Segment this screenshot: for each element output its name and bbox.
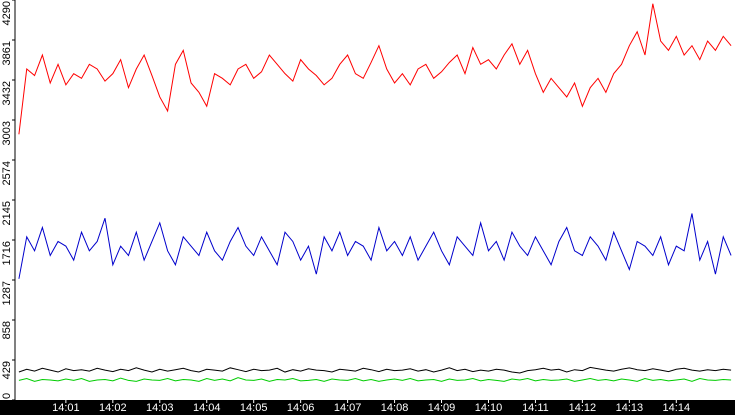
y-tick-label: 0 — [1, 393, 13, 399]
y-tick-label: 2145 — [1, 201, 13, 225]
y-tick-label: 4290 — [1, 1, 13, 25]
x-tick-label: 14:14 — [663, 402, 691, 414]
y-tick-label: 3003 — [1, 121, 13, 145]
x-tick-label: 14:03 — [146, 402, 174, 414]
x-tick-label: 14:07 — [334, 402, 362, 414]
series-line — [18, 366, 732, 374]
x-tick-label: 14:06 — [287, 402, 315, 414]
x-tick-label: 14:11 — [522, 402, 549, 414]
x-tick-label: 14:10 — [475, 402, 503, 414]
x-tick-label: 14:01 — [52, 402, 80, 414]
x-tick-label: 14:12 — [569, 402, 597, 414]
x-tick-label: 14:13 — [616, 402, 644, 414]
y-tick-label: 3432 — [1, 81, 13, 105]
y-tick-label: 3861 — [1, 41, 13, 65]
series-line — [18, 3, 732, 135]
x-tick-label: 14:04 — [193, 402, 221, 414]
y-tick-label: 858 — [1, 321, 13, 339]
y-tick-label: 2574 — [1, 161, 13, 185]
y-tick-label: 1716 — [1, 241, 13, 265]
y-tick-label: 1287 — [1, 281, 13, 305]
x-tick-label: 14:02 — [99, 402, 127, 414]
series-line — [18, 213, 732, 279]
x-tick-label: 14:08 — [381, 402, 409, 414]
x-tick-label: 14:09 — [428, 402, 456, 414]
x-tick-label: 14:05 — [240, 402, 268, 414]
y-tick-label: 429 — [1, 361, 13, 379]
series-line — [18, 377, 732, 382]
x-axis-bar — [0, 400, 735, 415]
